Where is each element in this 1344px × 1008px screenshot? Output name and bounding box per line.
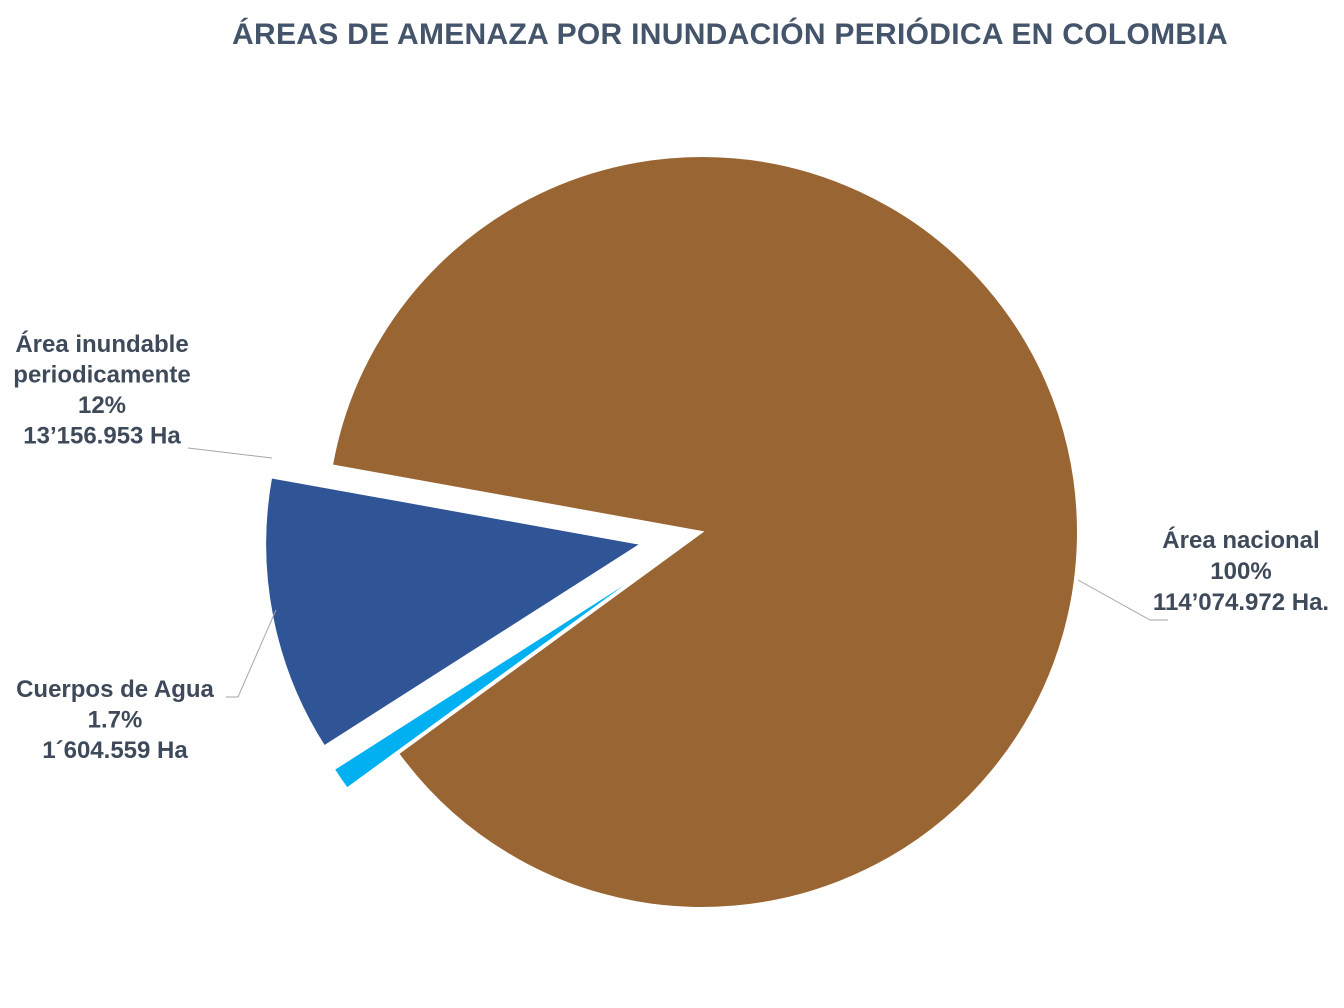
data-label-flood-line: 13’156.953 Ha <box>23 423 181 450</box>
leader-line-flood <box>187 447 273 459</box>
data-label-national: Área nacional 100% 114’074.972 Ha. <box>1153 526 1329 616</box>
data-label-national-line: Área nacional <box>1162 526 1319 554</box>
leader-line-national <box>1077 579 1168 621</box>
pie-slices <box>264 155 1079 909</box>
chart-title: ÁREAS DE AMENAZA POR INUNDACIÓN PERIÓDIC… <box>232 18 1228 51</box>
leader-line-water <box>226 609 277 698</box>
leader-lines <box>187 447 1168 698</box>
pie-slice-cuerpos-de-agua <box>332 566 652 790</box>
data-label-flood-line: 12% <box>78 392 126 419</box>
data-label-flood-line: Área inundable <box>15 330 188 358</box>
data-label-flood: Área inundable periodicamente 12% 13’156.95… <box>13 330 190 450</box>
data-label-national-line: 114’074.972 Ha. <box>1153 589 1329 616</box>
data-label-water-line: 1.7% <box>88 707 143 734</box>
pie-slice--rea-nacional <box>330 155 1079 909</box>
data-label-water-line: Cuerpos de Agua <box>16 676 214 703</box>
data-label-water: Cuerpos de Agua 1.7% 1´604.559 Ha <box>16 676 214 764</box>
data-label-water-line: 1´604.559 Ha <box>42 737 188 764</box>
pie-slice--rea-inundable-periodicamente <box>264 476 644 748</box>
data-labels: Área inundable periodicamente 12% 13’156.95… <box>13 330 1329 764</box>
data-label-national-line: 100% <box>1210 558 1271 585</box>
data-label-flood-line: periodicamente <box>13 362 190 389</box>
